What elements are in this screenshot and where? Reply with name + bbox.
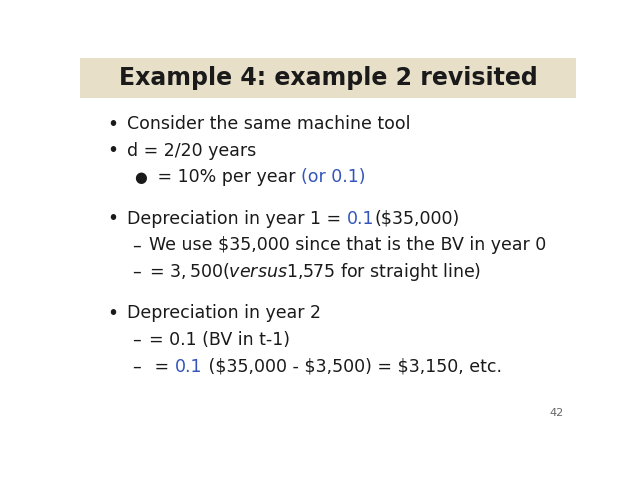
Text: d = 2/20 years: d = 2/20 years <box>127 142 257 160</box>
Text: –: – <box>132 263 141 281</box>
Text: = 10% per year: = 10% per year <box>152 168 301 186</box>
Text: 42: 42 <box>549 408 564 418</box>
Text: = $3,500 (versus $1,575 for straight line): = $3,500 (versus $1,575 for straight lin… <box>150 261 481 283</box>
Text: ●: ● <box>134 170 147 185</box>
Text: Example 4: example 2 revisited: Example 4: example 2 revisited <box>118 66 538 90</box>
Text: •: • <box>108 304 118 323</box>
Text: 0.1: 0.1 <box>175 358 203 375</box>
Text: Consider the same machine tool: Consider the same machine tool <box>127 115 411 133</box>
Text: ($35,000 - $3,500) = $3,150, etc.: ($35,000 - $3,500) = $3,150, etc. <box>203 358 502 375</box>
FancyBboxPatch shape <box>80 58 576 97</box>
Text: •: • <box>108 141 118 160</box>
Text: •: • <box>108 115 118 133</box>
Text: –: – <box>132 358 141 375</box>
Text: =: = <box>150 358 175 375</box>
Text: (or 0.1): (or 0.1) <box>301 168 365 186</box>
Text: ($35,000): ($35,000) <box>374 210 460 228</box>
Text: Depreciation in year 2: Depreciation in year 2 <box>127 304 321 323</box>
Text: –: – <box>132 331 141 349</box>
Text: Depreciation in year 1 =: Depreciation in year 1 = <box>127 210 347 228</box>
Text: 0.1: 0.1 <box>347 210 374 228</box>
Text: –: – <box>132 236 141 254</box>
Text: = 0.1 (BV in t-1): = 0.1 (BV in t-1) <box>150 331 291 349</box>
Text: •: • <box>108 209 118 228</box>
Text: We use $35,000 since that is the BV in year 0: We use $35,000 since that is the BV in y… <box>150 236 547 254</box>
